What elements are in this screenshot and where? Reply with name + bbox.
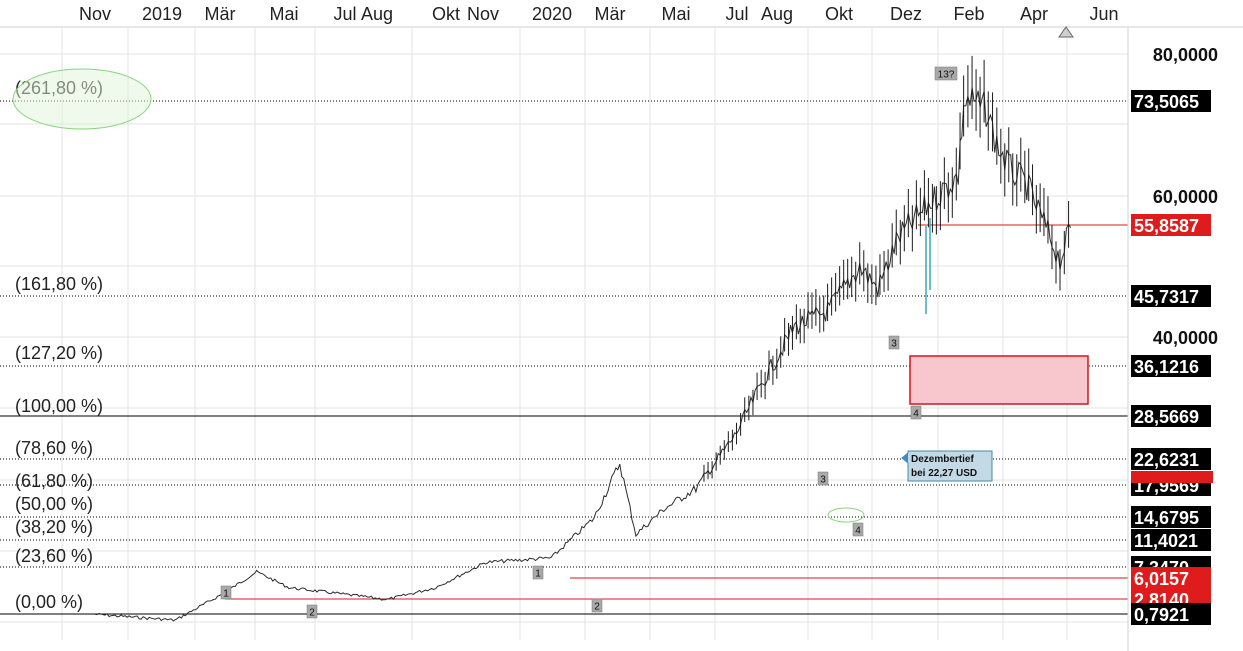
fib-level-label: (100,00 %) <box>15 396 103 416</box>
callout-arrow-icon <box>902 453 908 463</box>
price-level-box-text: 36,1216 <box>1134 357 1199 377</box>
x-tick-label: Aug <box>361 4 393 24</box>
resistance-zone-layer <box>12 68 1089 523</box>
wave-marker <box>934 66 958 81</box>
price-series-layer <box>94 55 1072 622</box>
x-tick-label: Mai <box>661 4 690 24</box>
fib-level-label: (50,00 %) <box>15 494 93 514</box>
x-tick-label: Mär <box>205 4 236 24</box>
y-tick-label: 40,0000 <box>1153 328 1218 348</box>
wave-marker <box>220 585 232 600</box>
price-level-box-text: 6,0157 <box>1134 569 1189 589</box>
price-level-box <box>1131 567 1211 589</box>
wave-marker-text: 4 <box>913 409 919 420</box>
x-tick-label: Mai <box>269 4 298 24</box>
price-level-box <box>1131 603 1211 625</box>
fib-level-label: (61,80 %) <box>15 471 93 491</box>
price-level-box <box>1131 355 1211 377</box>
price-level-box <box>1131 506 1211 528</box>
x-tick-label: Okt <box>825 4 853 24</box>
wave-marker <box>817 471 829 486</box>
wave-marker-text: 3 <box>891 339 897 350</box>
x-tick-label: 2019 <box>142 4 182 24</box>
x-tick-label: Aug <box>761 4 793 24</box>
wave-marker <box>532 565 544 580</box>
price-level-box-text: 0,7921 <box>1134 605 1189 625</box>
scroll-up-icon[interactable] <box>1058 26 1074 38</box>
price-level-box-text: 45,7317 <box>1134 287 1199 307</box>
price-level-box-text: 22,6231 <box>1134 450 1199 470</box>
price-level-box <box>1131 405 1211 427</box>
price-level-box-text: 28,5669 <box>1134 407 1199 427</box>
wave-marker-text: 2 <box>309 608 315 619</box>
price-level-box-text: 55,8587 <box>1134 216 1199 236</box>
wave-marker-text: 4 <box>855 526 861 537</box>
fibonacci-levels: (261,80 %)(161,80 %)(127,20 %)(100,00 %)… <box>0 78 1128 615</box>
price-level-box <box>1131 90 1211 112</box>
x-tick-label: Mär <box>595 4 626 24</box>
wave-marker-text: 3 <box>820 475 826 486</box>
resistance-zone <box>909 355 1089 405</box>
y-tick-label: 80,0000 <box>1153 45 1218 65</box>
price-level-box <box>1131 214 1211 236</box>
price-level-boxes: 73,5065 55,8587 45,7317 36,1216 28,5669 22,62… <box>1131 90 1213 625</box>
price-level-box-text: 11,4021 <box>1134 531 1198 551</box>
fib-level-label: (78,60 %) <box>15 438 93 458</box>
x-axis: Nov 2019 Mär Mai Jul Aug Okt Nov 2020 Mär Mai Jul Au… <box>0 4 1243 38</box>
wave-marker <box>591 598 603 613</box>
price-level-box-text: 14,6795 <box>1134 508 1199 528</box>
x-tick-label: Dez <box>890 4 922 24</box>
wave-marker <box>910 405 922 420</box>
support-ellipse <box>827 507 865 523</box>
annotations: Dezembertief bei 22,27 USD <box>901 450 993 482</box>
wave-marker-text: 13? <box>938 70 955 81</box>
x-tick-label: Apr <box>1020 4 1048 24</box>
y-tick-label: 60,0000 <box>1153 187 1218 207</box>
x-tick-label: 2020 <box>532 4 572 24</box>
fib-level-label: (38,20 %) <box>15 517 93 537</box>
x-tick-label: Jul <box>725 4 748 24</box>
wave-marker-text: 1 <box>223 589 229 600</box>
x-tick-label: Nov <box>467 4 499 24</box>
fib-level-label: (0,00 %) <box>15 592 83 612</box>
x-tick-label: Feb <box>953 4 984 24</box>
fib-level-label: (161,80 %) <box>15 274 103 294</box>
price-level-box <box>1131 529 1211 551</box>
price-level-box <box>1131 448 1211 470</box>
fib-level-label: (23,60 %) <box>15 546 93 566</box>
wave-marker-text: 1 <box>535 569 541 580</box>
x-tick-label: Jun <box>1089 4 1118 24</box>
overlap-red-tab <box>1131 471 1213 483</box>
x-tick-label: Jul <box>333 4 356 24</box>
callout-line-1: Dezembertief <box>911 454 974 465</box>
fib-level-label: (127,20 %) <box>15 343 103 363</box>
price-level-box-text: 73,5065 <box>1134 92 1199 112</box>
wave-marker <box>888 335 900 350</box>
wave-marker <box>852 522 864 537</box>
wave-marker <box>306 604 318 619</box>
wave-markers: 1 2 1 2 3 4 3 4 13? <box>220 66 958 619</box>
wave-marker-text: 2 <box>594 602 600 613</box>
target-ellipse <box>12 68 152 130</box>
x-tick-label: Nov <box>79 4 111 24</box>
price-level-box <box>1131 285 1211 307</box>
y-axis: 80,0000 60,0000 40,0000 <box>1127 28 1218 651</box>
callout-line-2: bei 22,27 USD <box>911 468 977 479</box>
x-tick-label: Okt <box>432 4 460 24</box>
